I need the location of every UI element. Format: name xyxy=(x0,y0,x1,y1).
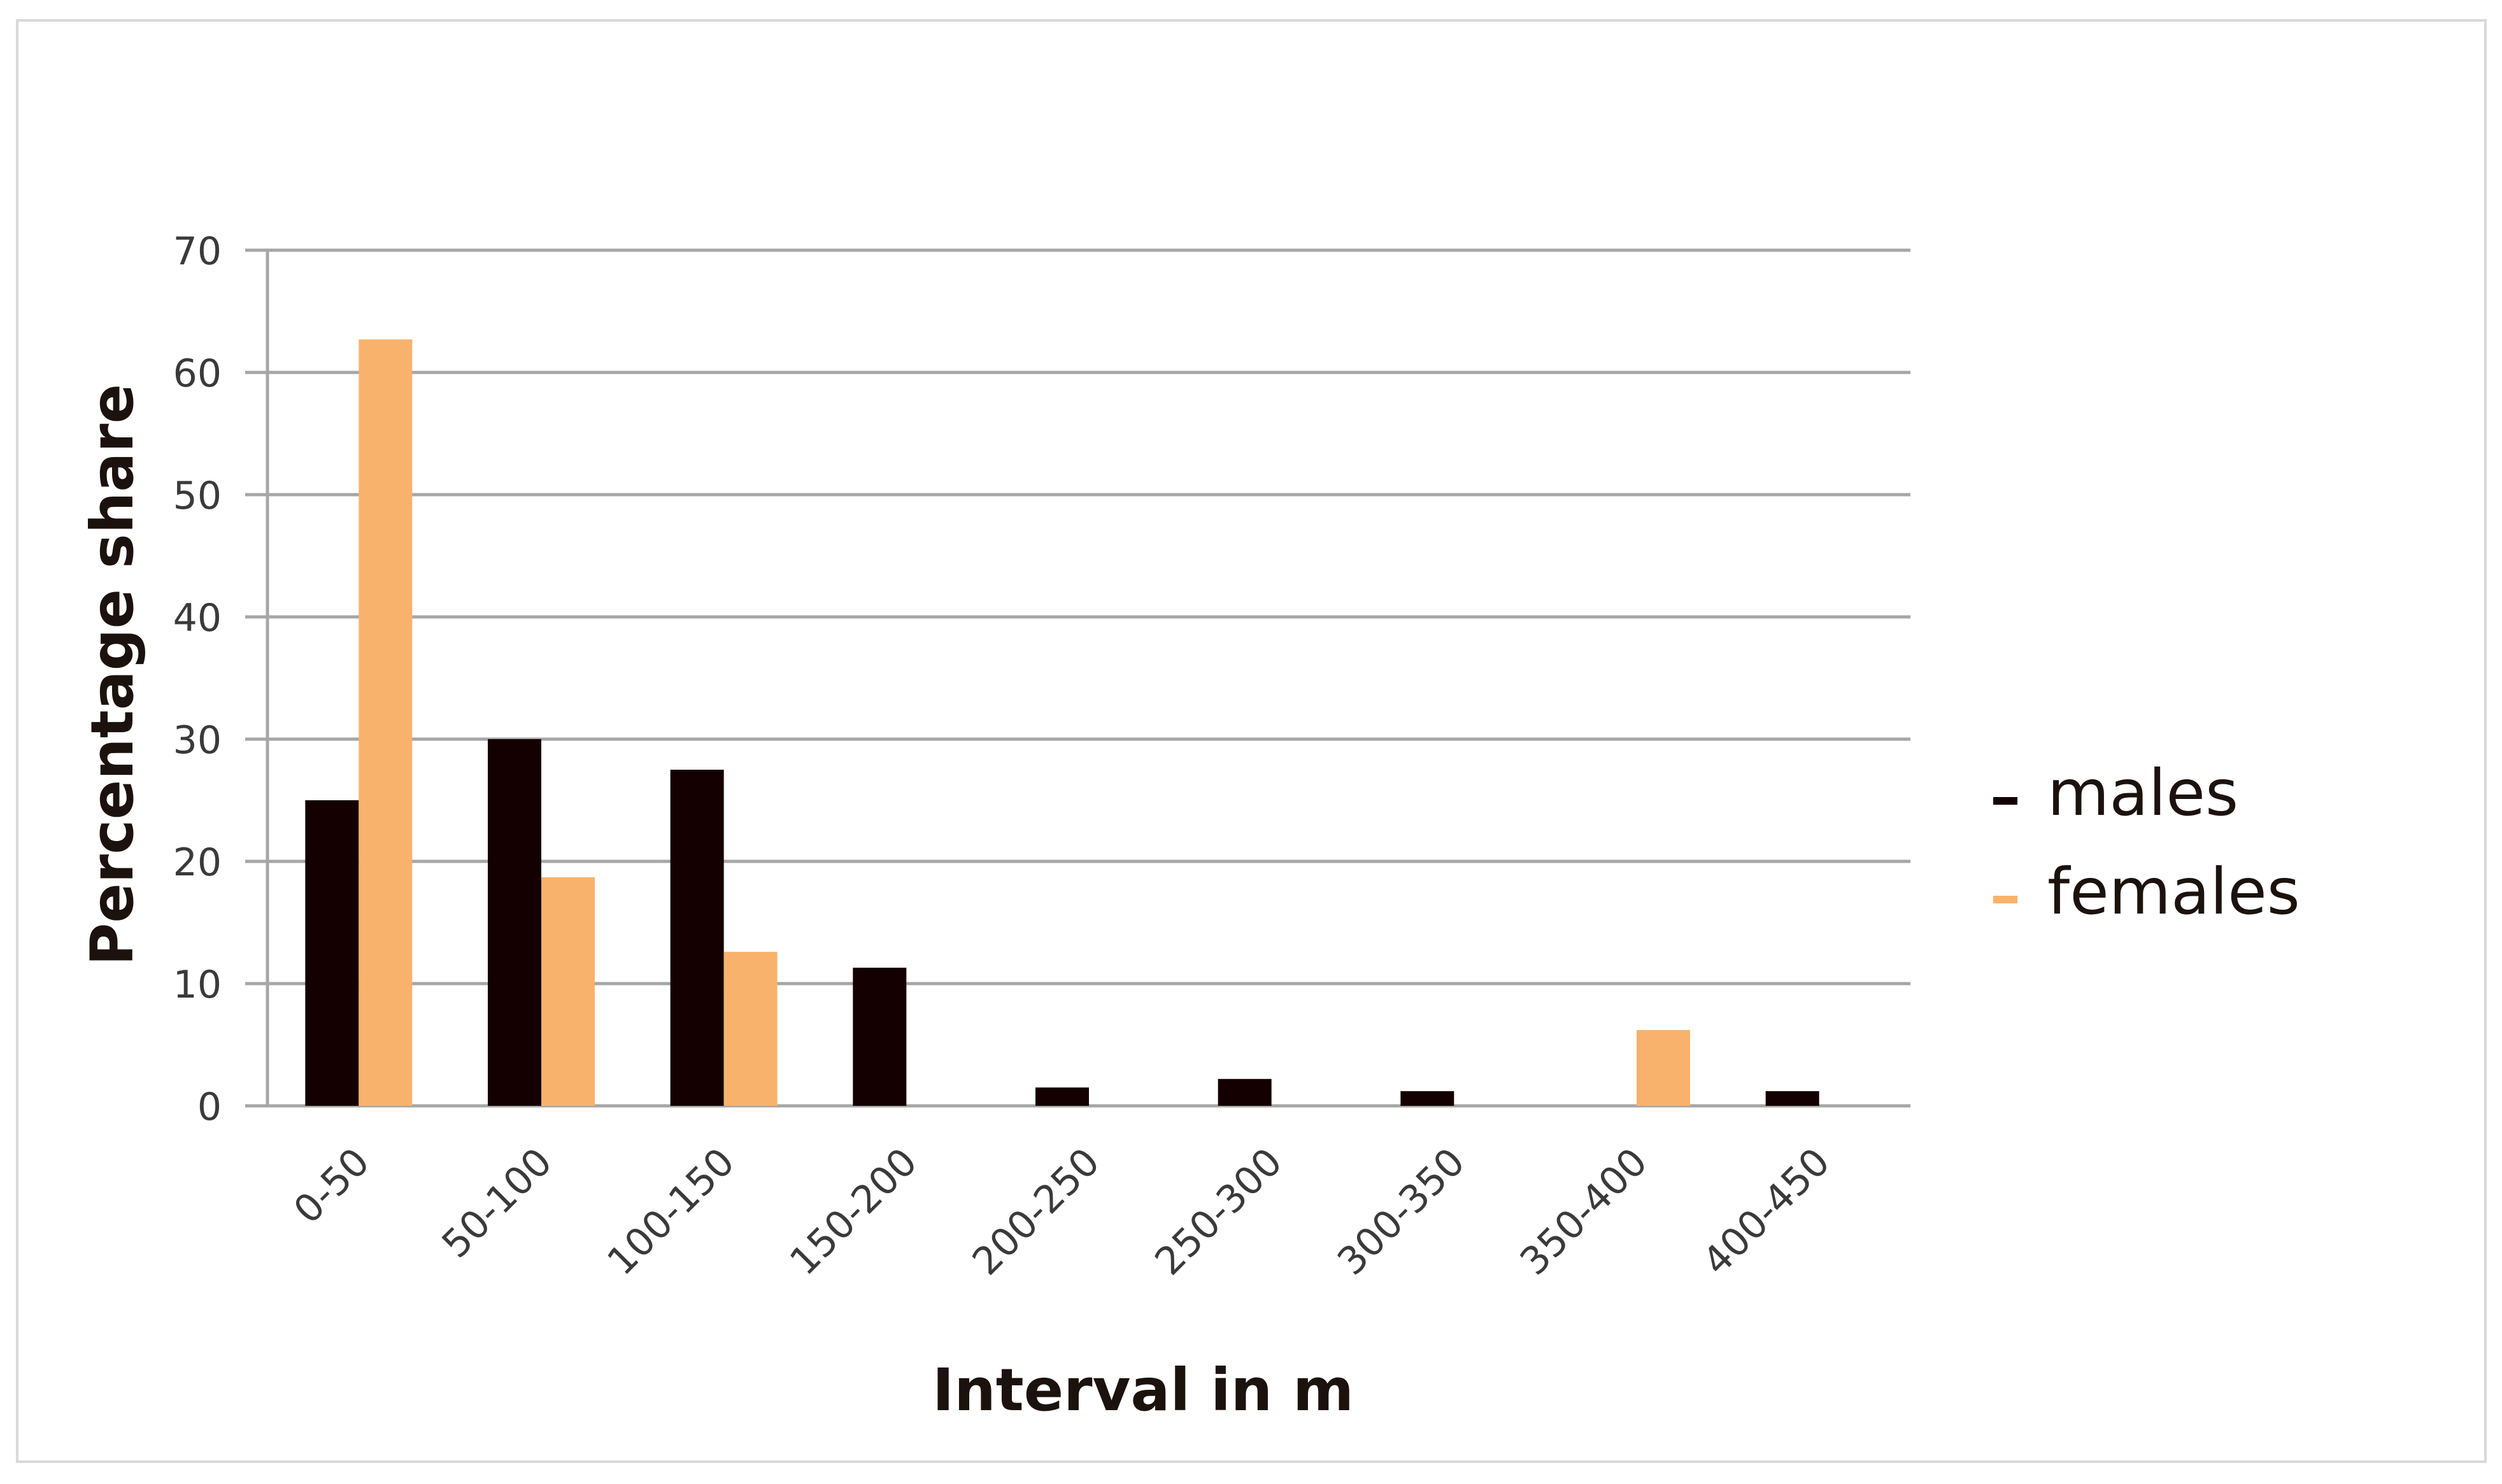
y-tick-label: 10 xyxy=(173,963,222,1007)
bar-males xyxy=(1218,1078,1272,1106)
legend: males females xyxy=(1993,756,2300,929)
chart-frame xyxy=(16,19,2487,1463)
bar-females xyxy=(541,877,595,1106)
y-tick-label: 40 xyxy=(173,596,222,640)
bars xyxy=(305,339,1819,1106)
y-axis-tick-labels: 0 10 20 30 40 50 60 70 xyxy=(173,229,222,1129)
bar-females xyxy=(1637,1029,1690,1106)
y-tick-label: 20 xyxy=(173,840,222,885)
y-tick-label: 70 xyxy=(173,229,222,274)
x-tick-label: 0-50 xyxy=(285,1140,378,1233)
y-axis-title: Percentage share xyxy=(78,384,146,966)
bar-females xyxy=(723,952,778,1106)
x-tick-label: 100-150 xyxy=(599,1140,744,1284)
bar-males xyxy=(305,800,359,1106)
legend-swatch-males xyxy=(1993,797,2017,805)
bar-males xyxy=(1035,1087,1089,1106)
x-tick-label: 350-400 xyxy=(1512,1140,1656,1284)
bar-females xyxy=(359,339,413,1106)
bar-males xyxy=(488,739,541,1106)
legend-label-females: females xyxy=(2047,854,2300,929)
x-tick-label: 200-250 xyxy=(964,1140,1109,1284)
x-tick-label: 400-450 xyxy=(1695,1140,1839,1284)
legend-swatch-females xyxy=(1993,896,2017,903)
y-tick-label: 0 xyxy=(197,1085,222,1129)
y-tick-label: 50 xyxy=(173,474,222,518)
y-tick-label: 30 xyxy=(173,718,222,763)
bar-males xyxy=(670,770,724,1106)
x-tick-label: 300-350 xyxy=(1329,1140,1474,1284)
bar-males xyxy=(853,968,907,1106)
bar-males xyxy=(1765,1091,1819,1106)
x-tick-label: 50-100 xyxy=(434,1140,561,1267)
bar-males xyxy=(1400,1091,1454,1106)
y-tick-label: 60 xyxy=(173,351,222,396)
x-tick-label: 250-300 xyxy=(1147,1140,1291,1284)
x-tick-label: 150-200 xyxy=(781,1140,926,1284)
x-axis-title: Interval in m xyxy=(932,1356,1354,1424)
x-axis-tick-labels: 0-50 50-100 100-150 150-200 200-250 250-300 30… xyxy=(285,1140,1838,1284)
legend-label-males: males xyxy=(2047,756,2238,830)
